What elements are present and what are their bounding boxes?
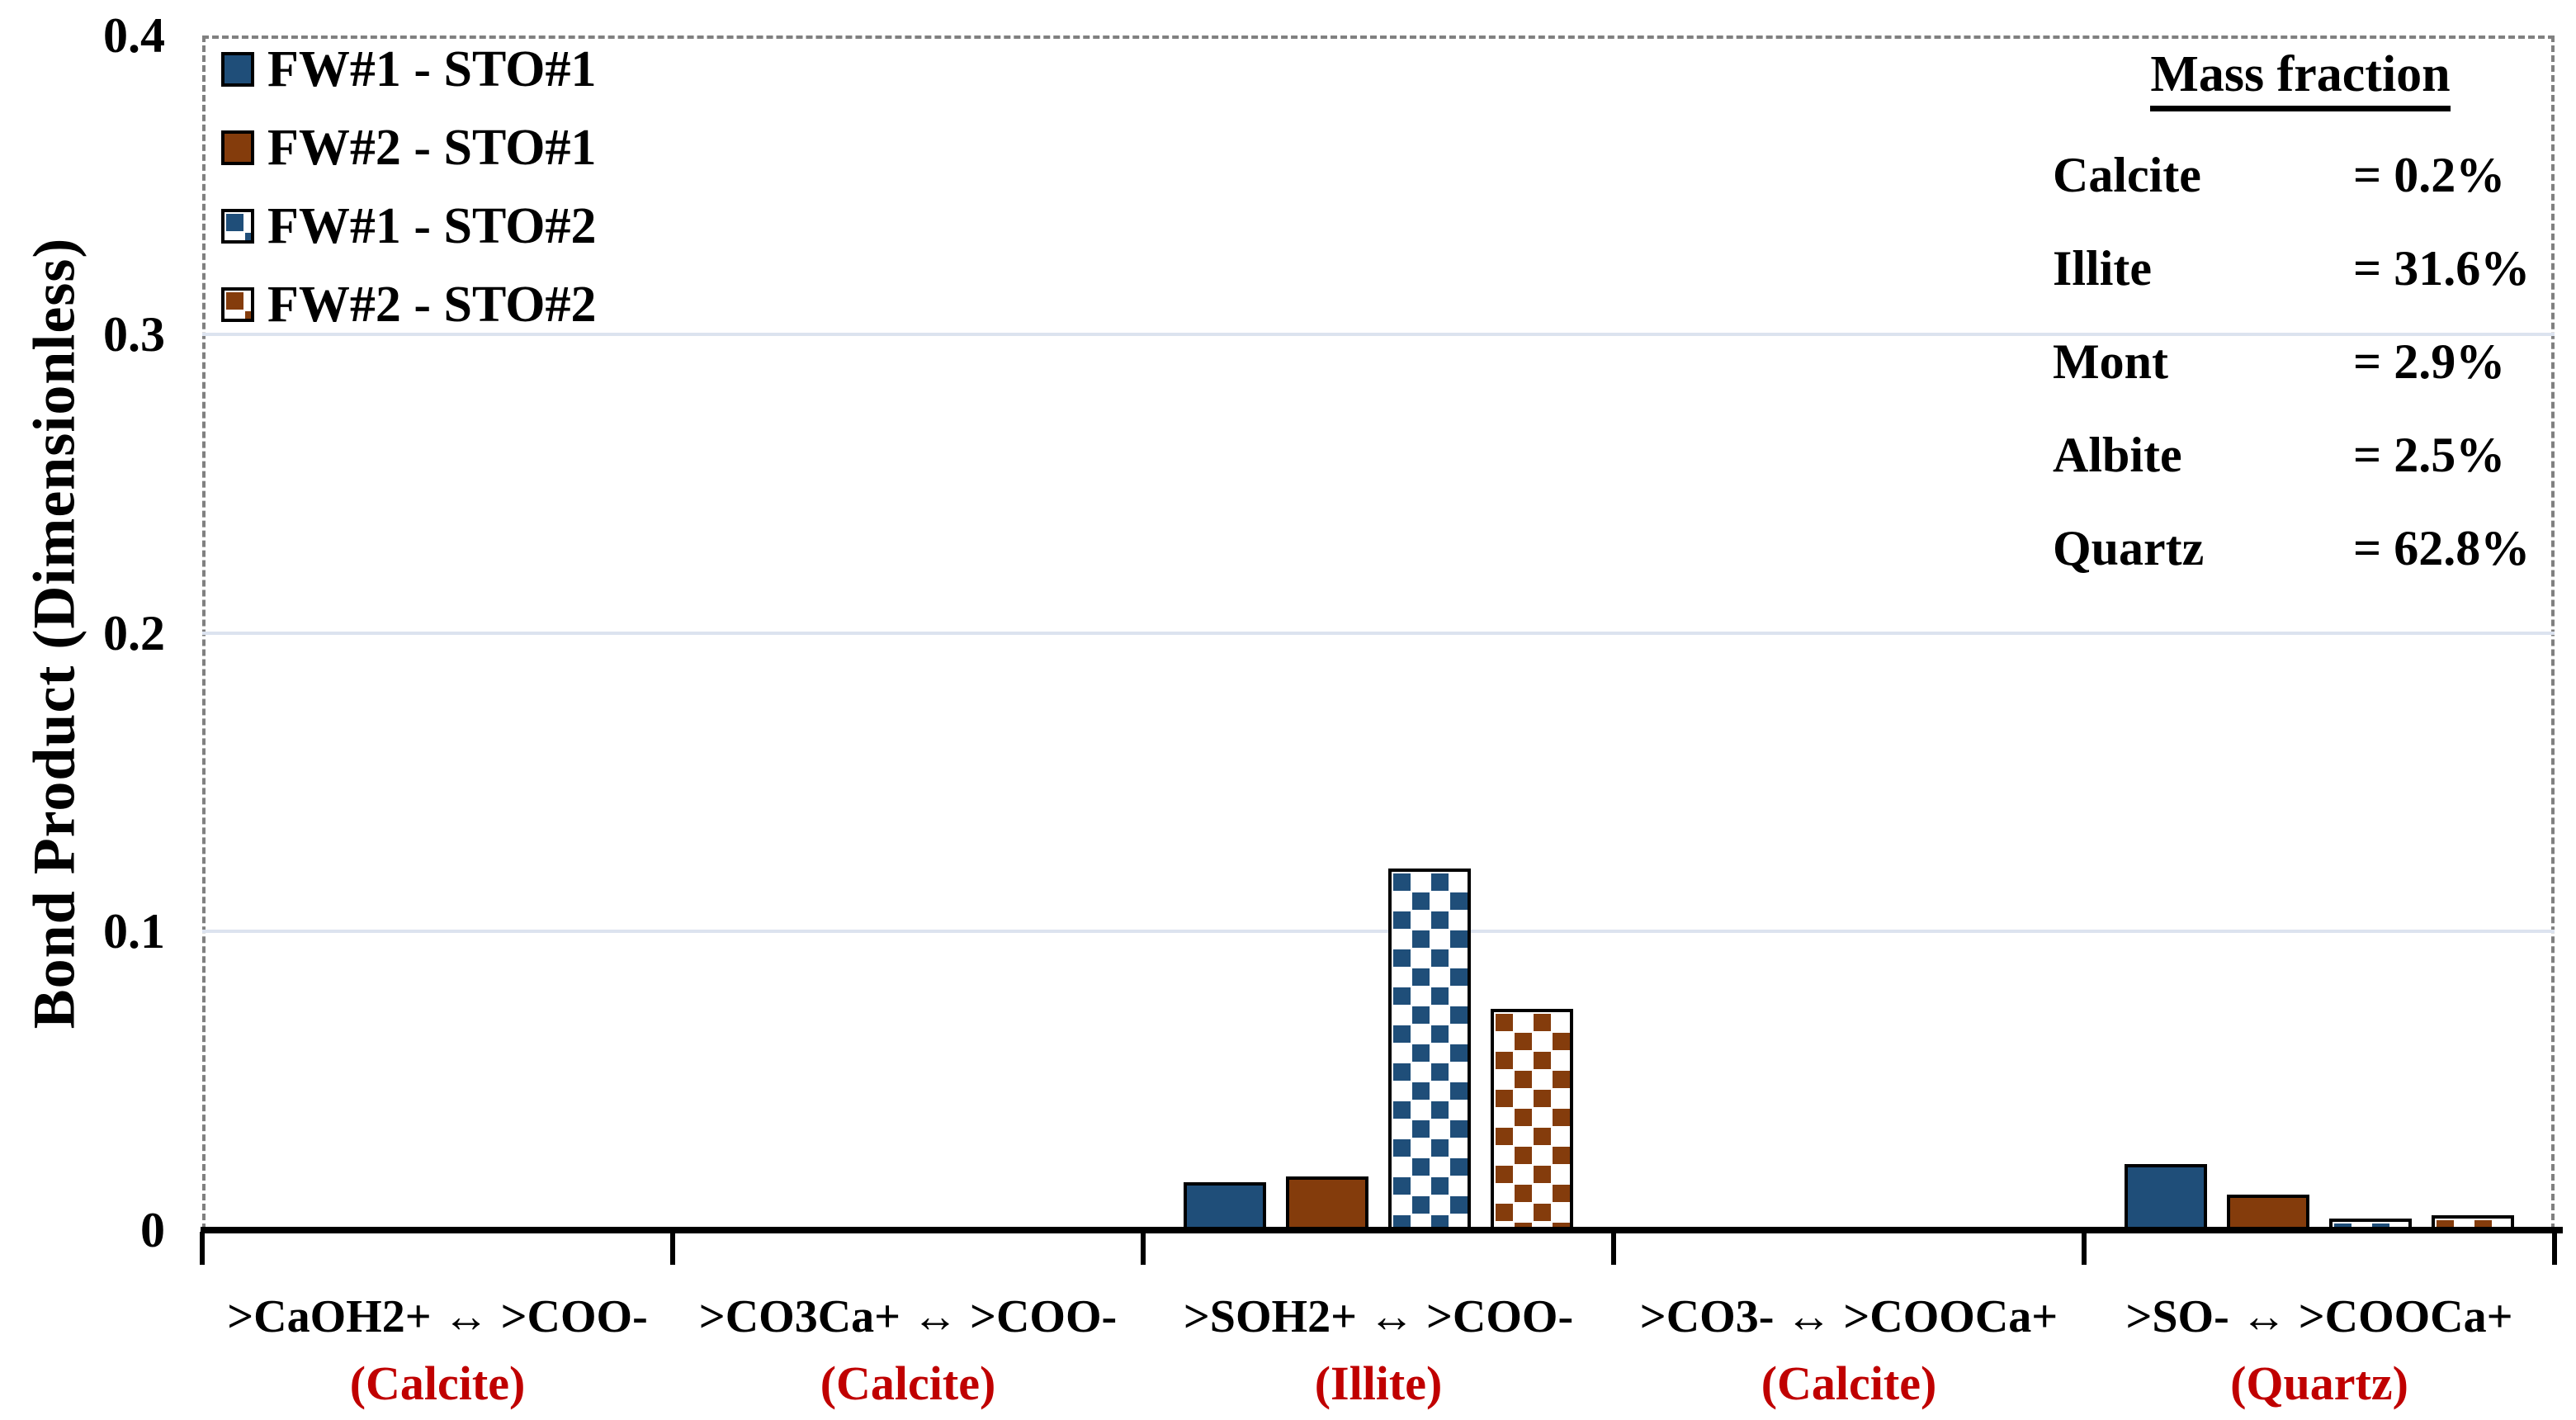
mass-fraction-row: Quartz = 62.8%: [2053, 502, 2548, 595]
x-axis-tick: [1141, 1232, 1146, 1265]
x-category-label: >SO- ↔ >COOCa+: [2125, 1291, 2513, 1342]
legend-label: FW#1 - STO#1: [267, 40, 597, 97]
y-tick-label: 0.1: [103, 904, 165, 959]
x-axis-tick: [2552, 1232, 2557, 1265]
bar-fw2sto2: [1491, 1009, 1573, 1230]
bar-fw1sto1: [1184, 1182, 1266, 1230]
mass-fraction-row: Illite = 31.6%: [2053, 222, 2548, 315]
gridline: [202, 631, 2555, 635]
x-category-label: >CO3Ca+ ↔ >COO-: [698, 1291, 1118, 1342]
x-category-mineral-label: (Calcite): [1761, 1356, 1937, 1410]
bar-fw1sto2: [2329, 1218, 2412, 1230]
mass-fraction-mineral: Mont: [2053, 334, 2168, 389]
mass-fraction-value: = 0.2%: [2353, 148, 2506, 202]
x-axis-tick: [2082, 1232, 2087, 1265]
legend-swatch-pattern-blue: [221, 209, 254, 244]
mass-fraction-title: Mass fraction: [2053, 45, 2548, 111]
gridline: [202, 332, 2555, 336]
legend-swatch-solid-blue: [221, 52, 254, 87]
mass-fraction-row: Mont = 2.9%: [2053, 315, 2548, 409]
x-category-mineral-label: (Calcite): [820, 1356, 996, 1410]
mass-fraction-box: Mass fraction Calcite = 0.2% Illite = 31.6%…: [2053, 45, 2548, 595]
x-category-label: >CO3- ↔ >COOCa+: [1639, 1291, 2058, 1342]
x-axis-line: [201, 1227, 2563, 1233]
x-category-mineral-label: (Illite): [1314, 1356, 1443, 1410]
legend-label: FW#1 - STO#2: [267, 197, 597, 254]
y-tick-label: 0.3: [103, 306, 165, 362]
mass-fraction-value: = 31.6%: [2353, 241, 2531, 296]
legend-row: FW#1 - STO#1: [221, 41, 596, 97]
y-tick-label: 0: [140, 1203, 165, 1257]
mass-fraction-mineral: Calcite: [2053, 148, 2201, 202]
x-axis-tick: [1611, 1232, 1616, 1265]
x-category-mineral-label: (Quartz): [2230, 1356, 2408, 1410]
mass-fraction-value: = 2.5%: [2353, 428, 2506, 482]
mass-fraction-rows: Calcite = 0.2% Illite = 31.6% Mont = 2.9% Albi…: [2053, 129, 2548, 595]
mass-fraction-mineral: Illite: [2053, 241, 2152, 296]
mass-fraction-title-text: Mass fraction: [2150, 46, 2451, 111]
legend-row: FW#2 - STO#2: [221, 277, 596, 333]
bar-fw2sto1: [2227, 1194, 2309, 1230]
legend-row: FW#2 - STO#1: [221, 120, 596, 176]
x-category-label: >SOH2+ ↔ >COO-: [1183, 1291, 1574, 1342]
bar-fw1sto1: [2125, 1164, 2207, 1230]
x-category-label: >CaOH2+ ↔ >COO-: [227, 1291, 648, 1342]
x-axis-tick: [670, 1232, 675, 1265]
y-tick-label: 0.4: [103, 8, 165, 63]
y-tick-label: 0.2: [103, 605, 165, 660]
mass-fraction-mineral: Albite: [2053, 428, 2182, 482]
mass-fraction-row: Albite = 2.5%: [2053, 409, 2548, 502]
legend-label: FW#2 - STO#2: [267, 276, 597, 333]
legend-swatch-solid-brown: [221, 130, 254, 165]
legend-row: FW#1 - STO#2: [221, 198, 596, 254]
mass-fraction-value: = 62.8%: [2353, 521, 2531, 575]
legend: FW#1 - STO#1 FW#2 - STO#1 FW#1 - STO#2 FW#2…: [221, 41, 596, 365]
mass-fraction-row: Calcite = 0.2%: [2053, 129, 2548, 222]
x-category-mineral-label: (Calcite): [349, 1356, 526, 1410]
mass-fraction-value: = 2.9%: [2353, 334, 2506, 389]
bar-fw2sto1: [1286, 1176, 1368, 1230]
x-axis-tick: [200, 1232, 205, 1265]
legend-label: FW#2 - STO#1: [267, 119, 597, 176]
bar-fw1sto2: [1388, 869, 1471, 1230]
mass-fraction-mineral: Quartz: [2053, 521, 2205, 575]
legend-swatch-pattern-brown: [221, 287, 254, 322]
gridline: [202, 930, 2555, 934]
